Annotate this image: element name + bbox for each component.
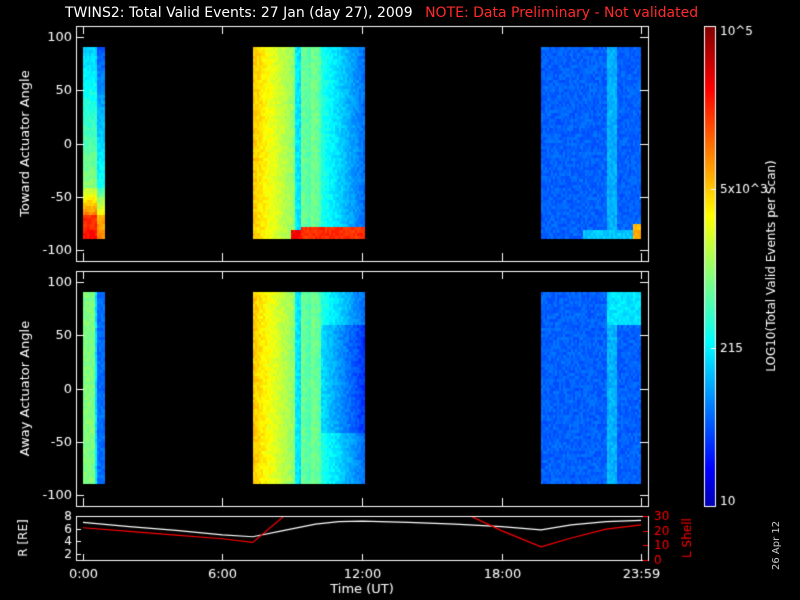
date-stamp: 26 Apr 12 <box>771 520 782 570</box>
chart-title: TWINS2: Total Valid Events: 27 Jan (day … <box>65 5 413 21</box>
preliminary-note: NOTE: Data Preliminary - Not validated <box>425 5 699 21</box>
chart-title-line: TWINS2: Total Valid Events: 27 Jan (day … <box>65 5 698 21</box>
